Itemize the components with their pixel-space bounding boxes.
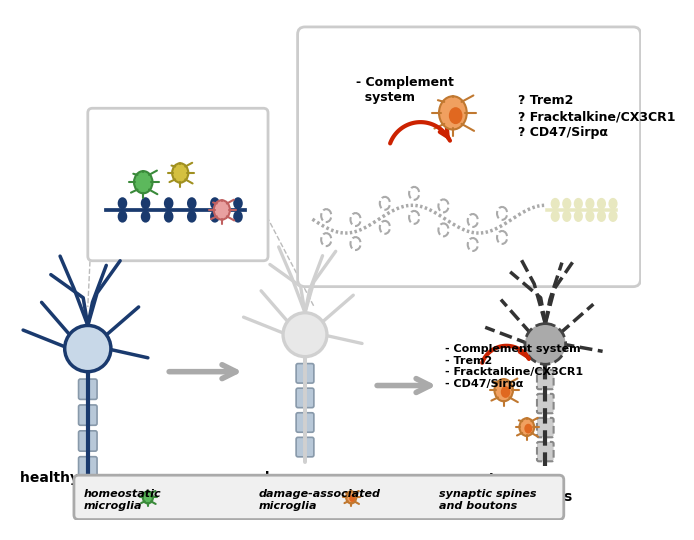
FancyBboxPatch shape — [537, 418, 554, 437]
Ellipse shape — [548, 490, 553, 496]
Ellipse shape — [119, 198, 126, 208]
Ellipse shape — [380, 221, 390, 234]
Text: late
multiple sclerosis: late multiple sclerosis — [435, 474, 573, 503]
Ellipse shape — [134, 171, 153, 193]
Ellipse shape — [586, 212, 593, 221]
FancyBboxPatch shape — [296, 388, 314, 408]
Ellipse shape — [552, 199, 559, 208]
Ellipse shape — [409, 211, 419, 224]
Ellipse shape — [188, 212, 196, 221]
Ellipse shape — [528, 490, 533, 496]
Ellipse shape — [518, 498, 523, 505]
Ellipse shape — [494, 379, 513, 401]
Ellipse shape — [548, 498, 553, 505]
Ellipse shape — [528, 498, 533, 505]
Ellipse shape — [172, 163, 188, 183]
Circle shape — [525, 323, 566, 364]
Ellipse shape — [211, 198, 219, 208]
Ellipse shape — [350, 213, 361, 226]
Ellipse shape — [235, 212, 242, 221]
FancyBboxPatch shape — [88, 108, 268, 261]
Ellipse shape — [508, 498, 513, 505]
FancyBboxPatch shape — [74, 475, 564, 519]
Ellipse shape — [508, 490, 513, 496]
Ellipse shape — [564, 199, 570, 208]
Text: ? CD47/Sirpα: ? CD47/Sirpα — [518, 126, 607, 139]
Ellipse shape — [380, 197, 390, 210]
FancyBboxPatch shape — [78, 457, 97, 477]
Ellipse shape — [598, 212, 605, 221]
Circle shape — [283, 313, 327, 356]
Ellipse shape — [143, 491, 153, 503]
Text: - Complement
  system: - Complement system — [356, 76, 454, 104]
Ellipse shape — [609, 212, 616, 221]
Ellipse shape — [409, 187, 419, 200]
Ellipse shape — [165, 212, 172, 221]
Ellipse shape — [497, 231, 507, 244]
FancyBboxPatch shape — [537, 370, 554, 389]
Ellipse shape — [519, 418, 534, 436]
FancyBboxPatch shape — [296, 437, 314, 457]
Ellipse shape — [321, 209, 331, 222]
Ellipse shape — [321, 233, 331, 246]
Ellipse shape — [188, 198, 196, 208]
Ellipse shape — [439, 199, 448, 212]
FancyBboxPatch shape — [78, 379, 97, 400]
FancyBboxPatch shape — [296, 363, 314, 383]
Ellipse shape — [539, 498, 543, 505]
Ellipse shape — [497, 207, 507, 220]
Ellipse shape — [598, 199, 605, 208]
Ellipse shape — [468, 214, 478, 227]
Ellipse shape — [539, 490, 543, 496]
Ellipse shape — [575, 199, 582, 208]
Text: - Complement system
- Trem2
- Fracktalkine/CX3CR1
- CD47/Sirpα: - Complement system - Trem2 - Fracktalki… — [446, 344, 584, 389]
FancyBboxPatch shape — [537, 442, 554, 461]
FancyBboxPatch shape — [537, 394, 554, 413]
Ellipse shape — [468, 238, 478, 251]
Ellipse shape — [518, 490, 523, 496]
Text: damage-associated
microglia: damage-associated microglia — [259, 489, 381, 511]
Ellipse shape — [214, 200, 230, 220]
Text: ? Trem2: ? Trem2 — [518, 94, 573, 107]
Text: ? Fracktalkine/CX3CR1: ? Fracktalkine/CX3CR1 — [518, 110, 675, 123]
Ellipse shape — [558, 490, 564, 496]
Text: early
multiple sclerosis: early multiple sclerosis — [190, 471, 328, 502]
Ellipse shape — [346, 491, 356, 503]
Circle shape — [65, 326, 111, 372]
Ellipse shape — [235, 198, 242, 208]
Ellipse shape — [525, 424, 532, 433]
Ellipse shape — [609, 199, 616, 208]
Ellipse shape — [165, 198, 172, 208]
Ellipse shape — [119, 212, 126, 221]
FancyBboxPatch shape — [296, 413, 314, 432]
FancyBboxPatch shape — [78, 405, 97, 426]
FancyBboxPatch shape — [78, 431, 97, 451]
Ellipse shape — [575, 212, 582, 221]
Ellipse shape — [439, 224, 448, 237]
Ellipse shape — [350, 496, 355, 501]
Ellipse shape — [211, 212, 219, 221]
Text: homeostatic
microglia: homeostatic microglia — [83, 489, 161, 511]
Ellipse shape — [142, 212, 149, 221]
Ellipse shape — [439, 96, 467, 130]
Ellipse shape — [552, 212, 559, 221]
Ellipse shape — [558, 498, 564, 505]
Ellipse shape — [142, 198, 149, 208]
Text: healthy neuron: healthy neuron — [20, 471, 139, 485]
Ellipse shape — [350, 237, 361, 250]
Ellipse shape — [564, 212, 570, 221]
Ellipse shape — [450, 108, 462, 124]
Text: synaptic spines
and boutons: synaptic spines and boutons — [439, 489, 536, 511]
Ellipse shape — [502, 387, 509, 397]
FancyBboxPatch shape — [298, 27, 641, 287]
Ellipse shape — [586, 199, 593, 208]
